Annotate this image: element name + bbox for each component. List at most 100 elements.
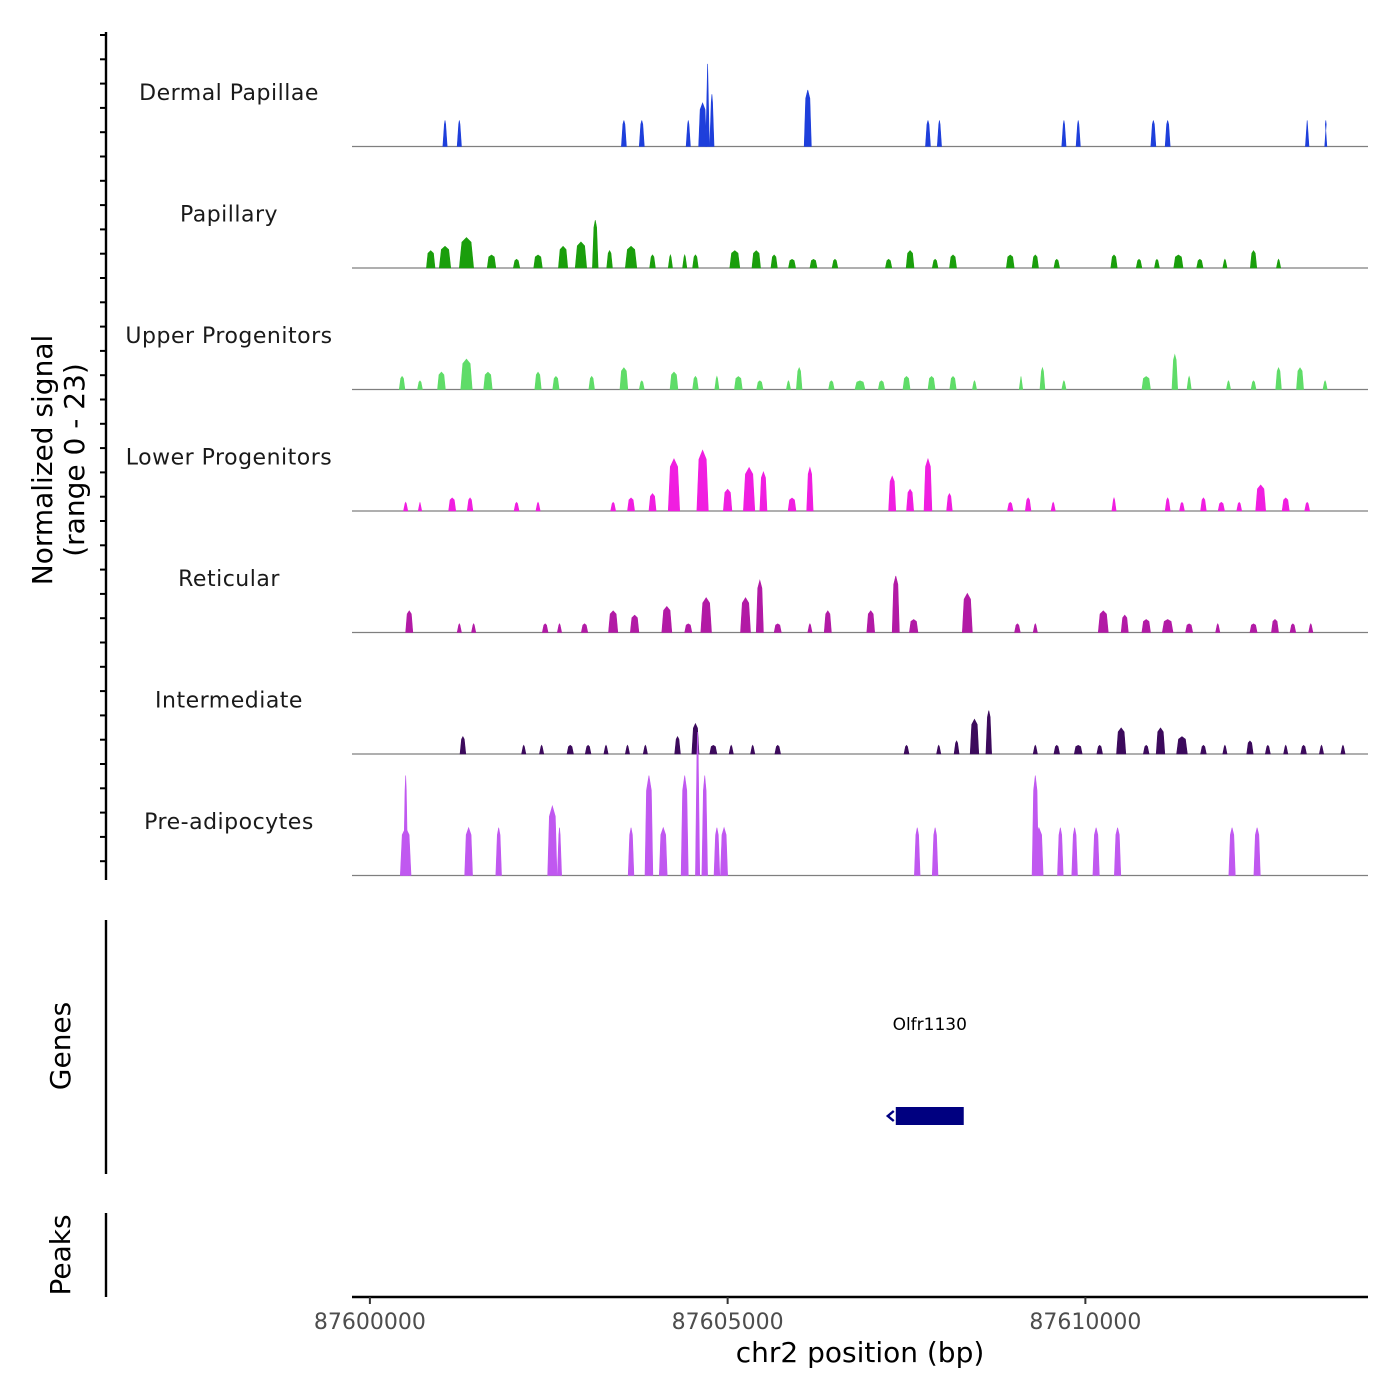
track-2: Papillary: [180, 203, 1368, 269]
signal-peak: [685, 120, 691, 147]
signal-peak: [459, 735, 467, 755]
signal-peak: [437, 371, 446, 390]
signal-peak: [1034, 826, 1044, 876]
signal-peak: [682, 254, 688, 269]
signal-peak: [1217, 501, 1225, 512]
signal-peak: [953, 740, 960, 755]
genes-panel: Genes Olfr1130: [44, 920, 967, 1174]
signal-peak: [1255, 484, 1267, 512]
signal-peak: [854, 380, 866, 390]
signal-peak: [734, 376, 743, 390]
signal-peak: [1253, 827, 1261, 876]
signal-peak: [417, 380, 423, 390]
peaks-panel-title: Peaks: [44, 1214, 77, 1295]
y-axis: [100, 32, 108, 880]
signal-peak: [1246, 740, 1254, 755]
signal-peak: [740, 597, 751, 633]
gene-label: Olfr1130: [893, 1015, 967, 1035]
signal-peak: [773, 623, 782, 633]
signal-peak: [1142, 744, 1150, 755]
strand-arrow-icon: [885, 1110, 895, 1122]
signal-peak: [785, 380, 791, 390]
track-label: Pre-adipocytes: [144, 810, 314, 835]
signal-peak: [592, 220, 599, 269]
signal-peak: [1007, 501, 1014, 512]
signal-peak: [566, 744, 574, 755]
signal-peak: [1150, 120, 1157, 147]
signal-peak: [692, 375, 699, 390]
signal-peak: [787, 497, 797, 512]
signal-peak: [624, 744, 630, 755]
signal-peak: [658, 826, 668, 876]
signal-peak: [1200, 744, 1207, 755]
signal-peak: [1018, 376, 1024, 390]
signal-peak: [1096, 744, 1103, 755]
signal-peak: [774, 744, 781, 755]
signal-peak: [1281, 497, 1290, 512]
signal-peak: [709, 94, 715, 147]
signal-peak: [1155, 727, 1166, 755]
signal-peak: [1324, 120, 1328, 147]
signal-peak: [949, 376, 957, 390]
signal-peak: [1275, 366, 1282, 390]
signal-peak: [629, 614, 640, 633]
signal-peak: [399, 826, 412, 876]
signal-peak: [806, 466, 814, 512]
signal-peak: [701, 775, 708, 876]
signal-peak: [1318, 744, 1325, 755]
signal-peak: [759, 470, 768, 512]
signal-peak: [1276, 258, 1282, 269]
signal-peak: [638, 120, 645, 147]
track-label: Reticular: [178, 567, 280, 592]
signal-peak: [1283, 744, 1289, 755]
signal-peak: [903, 744, 910, 755]
signal-peak: [1097, 610, 1109, 633]
signal-peak: [1185, 623, 1194, 633]
signal-peak: [619, 367, 629, 390]
track-label: Intermediate: [155, 689, 303, 714]
signal-peak: [1050, 501, 1056, 512]
signal-peak: [823, 610, 832, 633]
signal-peak: [1031, 254, 1039, 269]
signal-peak: [971, 380, 977, 390]
signal-peak: [1305, 120, 1310, 147]
signal-peak: [608, 610, 619, 633]
signal-peak: [713, 827, 721, 876]
signal-peak: [1053, 744, 1060, 755]
y-axis-title-line2: (range 0 - 23): [58, 363, 91, 557]
signal-peak: [1164, 497, 1171, 512]
signal-peak: [513, 501, 520, 512]
signal-peak: [1154, 258, 1160, 269]
signal-peak: [606, 249, 613, 269]
signal-peak: [1161, 619, 1174, 633]
signal-peak: [1264, 744, 1271, 755]
signal-peak: [574, 241, 588, 269]
signal-peak: [610, 501, 617, 512]
signal-peak: [512, 258, 521, 269]
signal-peak: [714, 375, 720, 390]
signal-peak: [644, 775, 654, 876]
signal-peak: [1053, 258, 1060, 269]
signal-peak: [877, 380, 886, 390]
signal-peak: [556, 623, 563, 633]
signal-peak: [603, 744, 609, 755]
y-axis-title-line1: Normalized signal: [26, 335, 59, 586]
signal-peak: [1250, 380, 1257, 390]
signal-peak: [692, 254, 699, 269]
signal-peak: [1075, 120, 1081, 147]
signal-peak: [1092, 827, 1100, 876]
signal-peak: [902, 376, 911, 390]
signal-peak: [1196, 258, 1204, 269]
signal-peak: [1322, 380, 1328, 390]
signal-peak: [1005, 254, 1015, 269]
signal-peak: [1141, 619, 1151, 633]
signal-peak: [1340, 744, 1346, 755]
peaks-panel: Peaks: [44, 1213, 108, 1297]
signal-peak: [906, 488, 914, 512]
track-label: Lower Progenitors: [126, 446, 332, 471]
signal-peak: [456, 120, 462, 147]
signal-peak: [770, 254, 778, 269]
signal-peak: [807, 623, 813, 633]
signal-peak: [667, 254, 673, 269]
signal-peak: [541, 623, 549, 633]
